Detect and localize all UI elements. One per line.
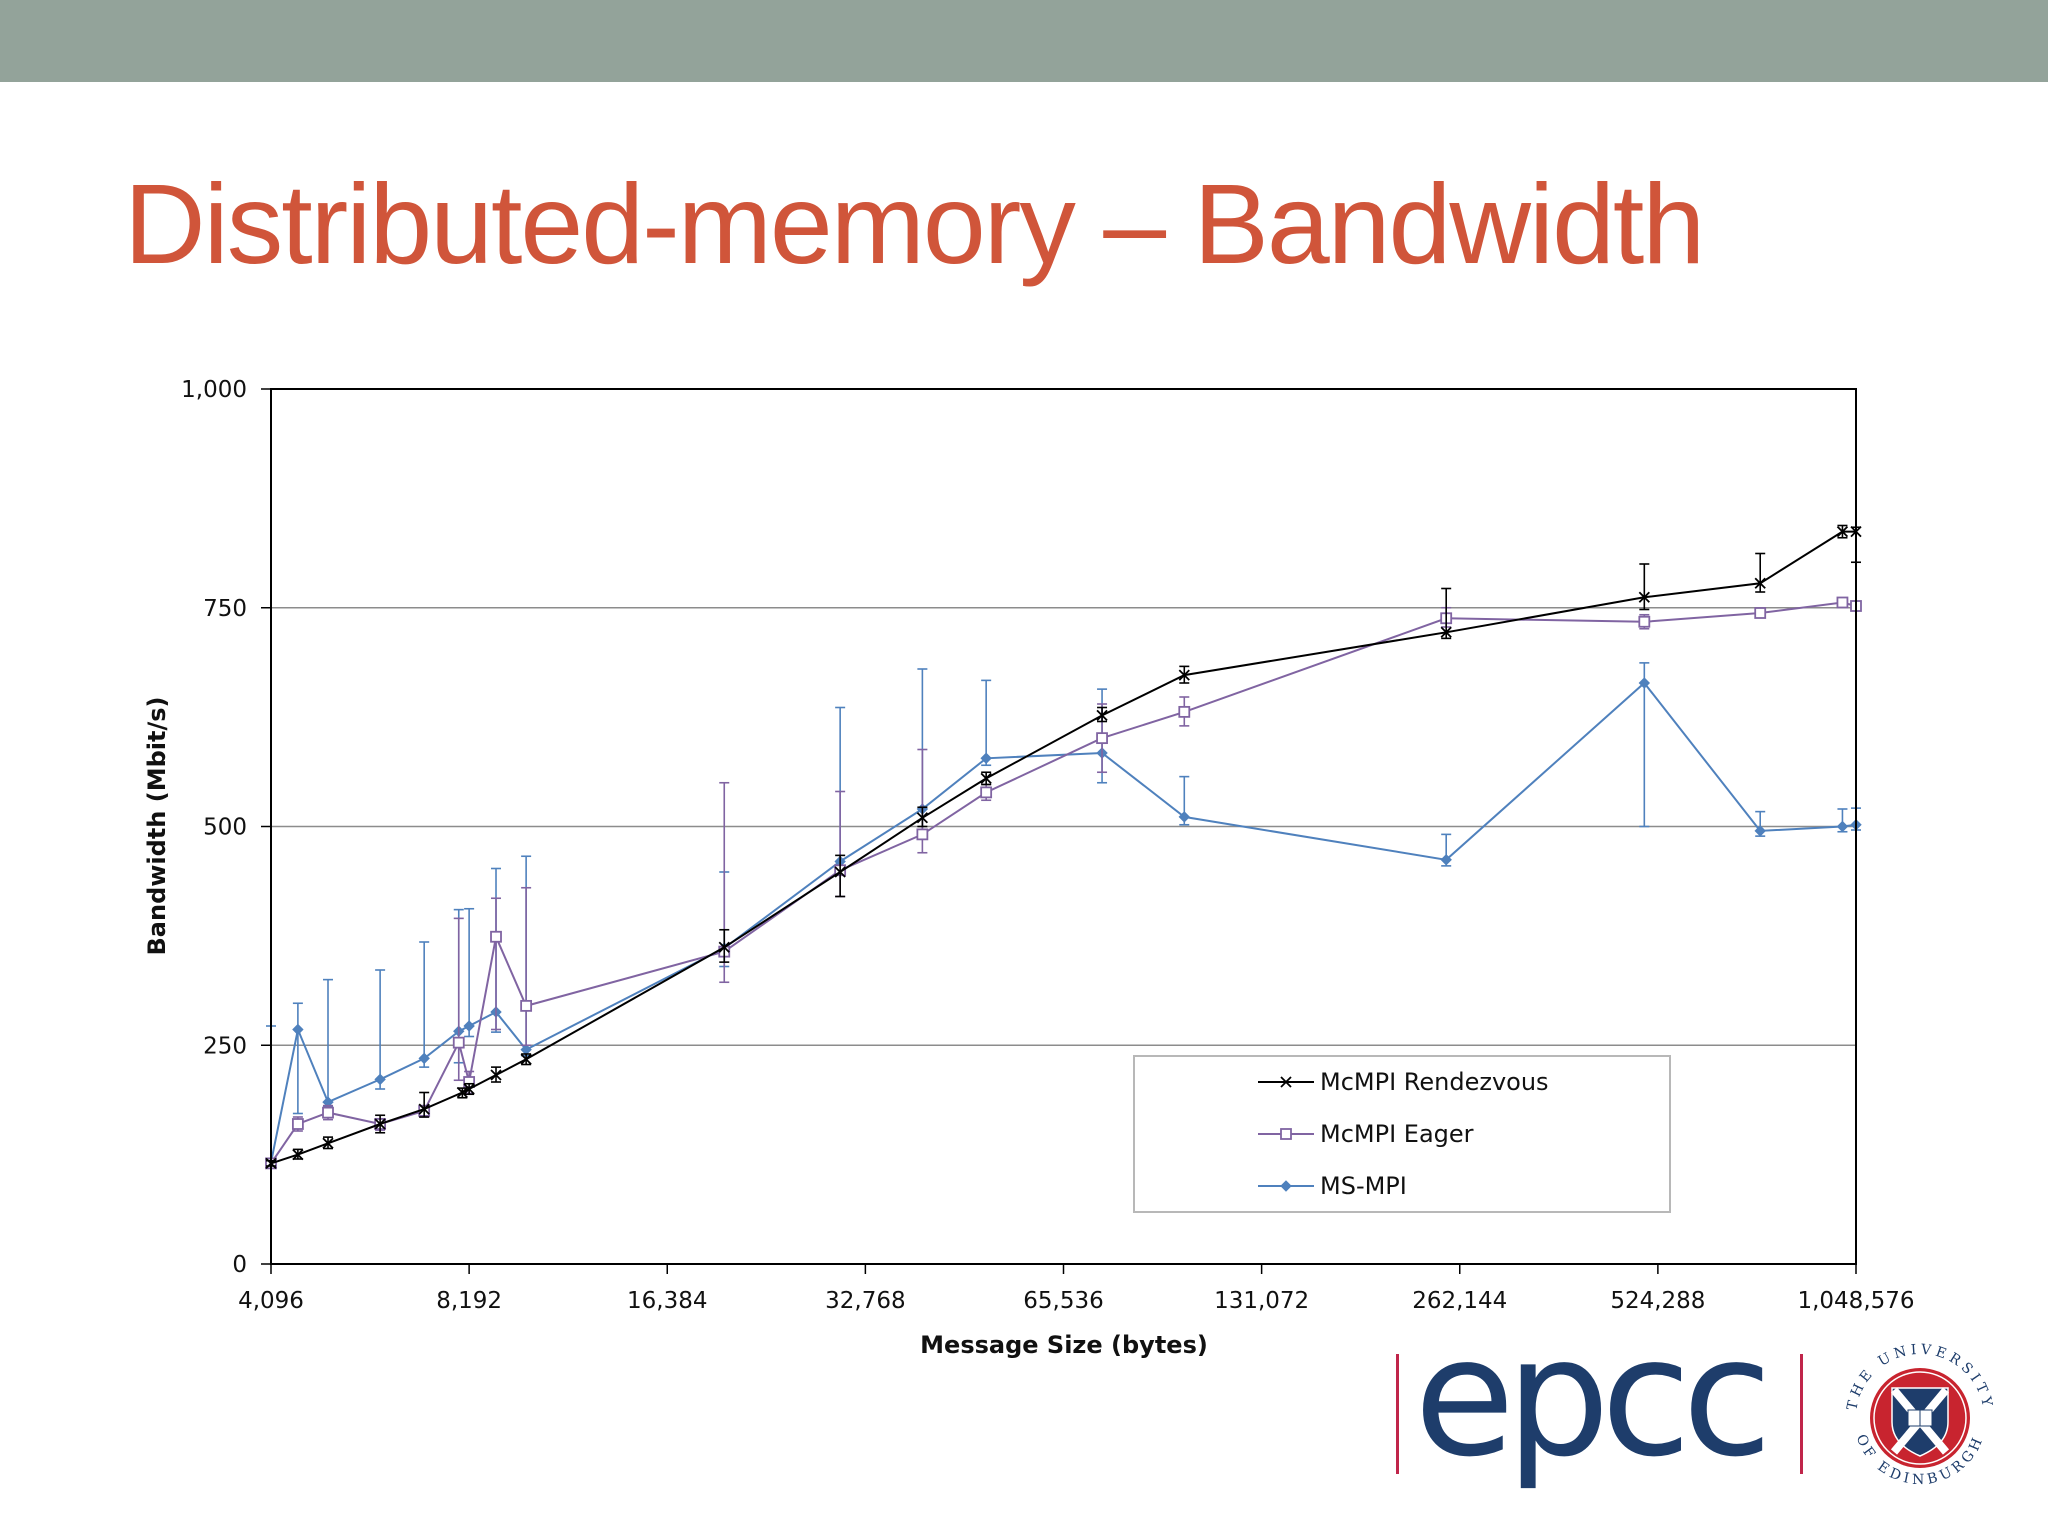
- university-seal-icon: THE UNIVERSITY OF EDINBURGH: [1844, 1342, 1991, 1488]
- error-bar: [453, 917, 464, 1082]
- data-point: [418, 1103, 430, 1115]
- y-tick-label: 500: [203, 815, 247, 841]
- data-point: [322, 1137, 334, 1149]
- data-point: [1638, 615, 1651, 628]
- data-point: [291, 1118, 304, 1130]
- error-bar: [375, 969, 386, 1090]
- epcc-logo: epcc: [1414, 1302, 1772, 1493]
- data-point: [916, 812, 929, 824]
- data-point: [980, 752, 992, 764]
- error-bar: [1639, 563, 1650, 611]
- data-point: [1178, 669, 1190, 681]
- data-point: [1096, 709, 1108, 722]
- error-bar: [835, 854, 846, 898]
- data-point: [980, 772, 992, 785]
- x-tick-label: 32,768: [825, 1288, 905, 1314]
- x-tick-label: 131,072: [1214, 1288, 1309, 1314]
- y-tick-label: 1,000: [181, 377, 247, 403]
- legend-item: McMPI Eager: [1258, 1120, 1474, 1148]
- legend-label: McMPI Eager: [1320, 1120, 1474, 1148]
- legend-label: McMPI Rendezvous: [1320, 1068, 1549, 1096]
- data-point: [1440, 854, 1452, 866]
- tick-labels: 0 250 500 750 1,000 4,096 8,192 16,384 32,768 65,…: [181, 377, 1914, 1314]
- data-point: [1754, 825, 1766, 837]
- legend-marker: [1280, 1180, 1292, 1192]
- data-point: [463, 1020, 475, 1032]
- series-mcmpi-rendezvous: [265, 524, 1862, 1170]
- data-point: [1178, 705, 1191, 718]
- gridlines: [271, 607, 1856, 1046]
- data-point: [456, 1086, 468, 1099]
- series-line: [270, 681, 1857, 1163]
- error-bar: [1755, 552, 1766, 593]
- y-tick-label: 0: [232, 1252, 247, 1278]
- x-tick-label: 16,384: [627, 1288, 707, 1314]
- error-bar: [1639, 662, 1650, 828]
- x-tick-label: 4,096: [238, 1288, 304, 1314]
- data-point: [1638, 677, 1651, 689]
- legend-item: McMPI Rendezvous: [1258, 1068, 1549, 1096]
- legend: McMPI Rendezvous McMPI Eager MS-MPI: [1133, 1055, 1671, 1213]
- y-tick-label: 750: [203, 596, 247, 622]
- data-point: [1754, 607, 1767, 619]
- data-point: [490, 1069, 502, 1081]
- error-bar: [719, 928, 730, 963]
- x-tick-label: 65,536: [1023, 1288, 1103, 1314]
- data-point: [1836, 525, 1849, 538]
- data-point: [292, 1148, 304, 1161]
- data-point: [1754, 577, 1766, 589]
- data-point: [292, 1023, 304, 1036]
- data-point: [418, 1052, 430, 1065]
- slide-title: Distributed-memory – Bandwidth: [124, 161, 1705, 287]
- legend-label: MS-MPI: [1320, 1172, 1407, 1200]
- error-bar: [419, 1091, 430, 1118]
- data-point: [1178, 811, 1190, 823]
- x-tick-label: 524,288: [1610, 1288, 1705, 1314]
- data-point: [490, 930, 502, 943]
- series-layer: [265, 524, 1862, 1170]
- error-bar: [419, 941, 430, 1068]
- error-bar: [464, 907, 475, 1038]
- error-bar: [1441, 587, 1452, 640]
- error-bar: [981, 679, 992, 767]
- error-bar: [323, 978, 334, 1108]
- data-point: [980, 786, 993, 799]
- data-point: [374, 1118, 386, 1130]
- axes: [261, 388, 1857, 1274]
- data-point: [1638, 591, 1650, 603]
- header-bar: [0, 0, 2048, 82]
- y-tick-label: 250: [203, 1033, 247, 1059]
- data-point: [916, 828, 929, 841]
- legend-marker: [1280, 1128, 1292, 1140]
- data-point: [1836, 820, 1849, 833]
- series-line: [270, 530, 1856, 1165]
- data-point: [520, 1053, 532, 1065]
- data-point: [1096, 732, 1108, 745]
- error-bar: [521, 886, 532, 1047]
- data-point: [520, 999, 533, 1012]
- error-bar: [292, 1002, 303, 1115]
- x-tick-label: 262,144: [1412, 1288, 1507, 1314]
- epcc-left-bar: [1396, 1354, 1399, 1474]
- legend-item: MS-MPI: [1258, 1172, 1407, 1200]
- data-point: [463, 1083, 475, 1095]
- legend-box: [1133, 1055, 1671, 1213]
- x-tick-label: 1,048,576: [1797, 1288, 1914, 1314]
- x-axis-title: Message Size (bytes): [920, 1331, 1208, 1359]
- data-point: [718, 941, 730, 953]
- error-bar: [491, 897, 502, 1031]
- data-point: [322, 1106, 334, 1119]
- epcc-right-bar: [1800, 1354, 1803, 1474]
- logos: epcc THE UNIVERSITY OF EDINBURGH: [1390, 1310, 2030, 1520]
- data-point: [834, 866, 846, 878]
- data-point: [452, 1036, 465, 1049]
- data-point: [1440, 626, 1452, 638]
- data-point: [374, 1073, 386, 1086]
- x-tick-label: 8,192: [436, 1288, 502, 1314]
- y-axis-title: Bandwidth (Mbit/s): [143, 697, 171, 956]
- legend-marker: [1280, 1076, 1292, 1088]
- data-point: [1836, 596, 1849, 609]
